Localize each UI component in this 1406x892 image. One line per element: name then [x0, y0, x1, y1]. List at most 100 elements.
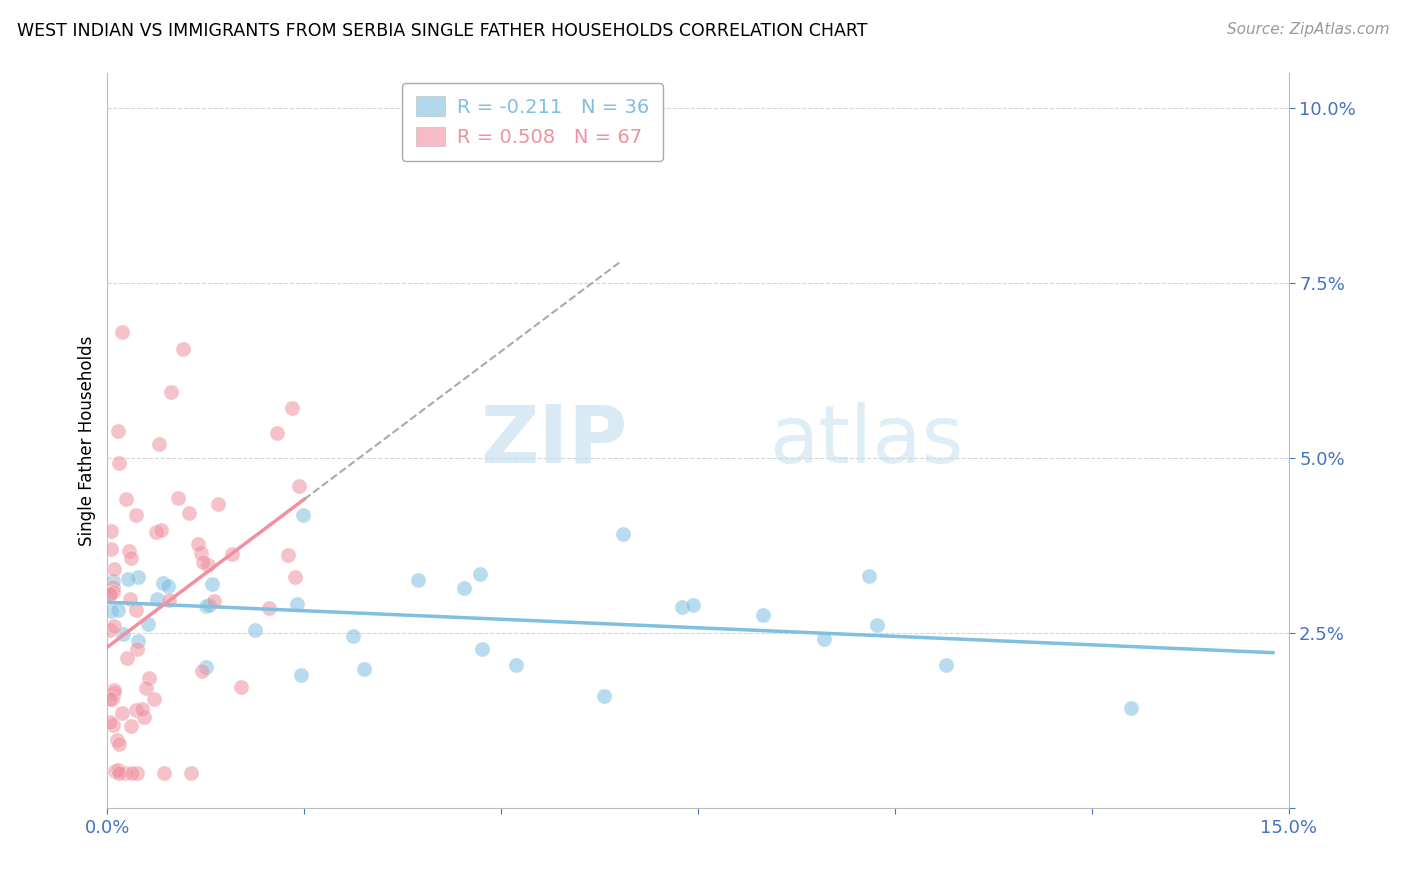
- Point: [125, 766, 148, 780]
- Point: [471, 642, 494, 657]
- Point: [103, 574, 125, 588]
- Point: [752, 607, 775, 622]
- Text: ZIP: ZIP: [479, 401, 627, 480]
- Legend: R = -0.211   N = 36, R = 0.508   N = 67: R = -0.211 N = 36, R = 0.508 N = 67: [402, 83, 662, 161]
- Point: [103, 585, 125, 599]
- Point: [117, 572, 139, 586]
- Point: [108, 456, 131, 470]
- Point: [229, 680, 252, 694]
- Point: [120, 592, 142, 607]
- Point: [207, 497, 229, 511]
- Point: [152, 766, 174, 780]
- Point: [135, 681, 157, 695]
- Point: [187, 537, 209, 551]
- Point: [682, 598, 704, 612]
- Point: [100, 604, 122, 618]
- Point: [120, 551, 142, 566]
- Point: [149, 523, 172, 537]
- Point: [103, 685, 125, 699]
- Point: [100, 542, 122, 557]
- Text: WEST INDIAN VS IMMIGRANTS FROM SERBIA SINGLE FATHER HOUSEHOLDS CORRELATION CHART: WEST INDIAN VS IMMIGRANTS FROM SERBIA SI…: [17, 22, 868, 40]
- Point: [124, 603, 146, 617]
- Point: [179, 506, 201, 520]
- Point: [593, 689, 616, 703]
- Point: [127, 633, 149, 648]
- Point: [190, 546, 212, 560]
- Point: [98, 623, 121, 637]
- Point: [453, 581, 475, 595]
- Point: [197, 598, 219, 612]
- Point: [266, 426, 288, 441]
- Point: [125, 703, 148, 717]
- Point: [191, 555, 214, 569]
- Point: [257, 600, 280, 615]
- Point: [277, 549, 299, 563]
- Point: [131, 701, 153, 715]
- Point: [121, 766, 143, 780]
- Point: [195, 599, 218, 614]
- Y-axis label: Single Father Households: Single Father Households: [79, 335, 96, 546]
- Point: [98, 692, 121, 706]
- Point: [290, 668, 312, 682]
- Point: [191, 664, 214, 678]
- Point: [342, 629, 364, 643]
- Point: [166, 491, 188, 505]
- Point: [202, 593, 225, 607]
- Point: [152, 575, 174, 590]
- Point: [159, 384, 181, 399]
- Point: [201, 577, 224, 591]
- Point: [107, 602, 129, 616]
- Point: [118, 543, 141, 558]
- Point: [107, 425, 129, 439]
- Point: [281, 401, 304, 415]
- Point: [98, 587, 121, 601]
- Point: [197, 558, 219, 572]
- Point: [100, 524, 122, 538]
- Point: [120, 719, 142, 733]
- Point: [145, 525, 167, 540]
- Point: [353, 662, 375, 676]
- Point: [157, 593, 180, 607]
- Point: [104, 764, 127, 779]
- Point: [505, 658, 527, 673]
- Text: atlas: atlas: [769, 401, 963, 480]
- Point: [103, 683, 125, 698]
- Point: [671, 600, 693, 615]
- Point: [194, 660, 217, 674]
- Point: [107, 764, 129, 778]
- Point: [935, 658, 957, 673]
- Point: [127, 570, 149, 584]
- Point: [136, 617, 159, 632]
- Point: [101, 580, 124, 594]
- Point: [858, 569, 880, 583]
- Point: [115, 650, 138, 665]
- Point: [98, 714, 121, 729]
- Point: [221, 547, 243, 561]
- Point: [111, 325, 134, 339]
- Point: [101, 718, 124, 732]
- Point: [172, 343, 194, 357]
- Point: [1119, 701, 1142, 715]
- Point: [103, 618, 125, 632]
- Point: [111, 706, 134, 720]
- Point: [148, 437, 170, 451]
- Point: [108, 737, 131, 751]
- Point: [612, 526, 634, 541]
- Point: [813, 632, 835, 646]
- Point: [285, 597, 308, 611]
- Point: [284, 570, 307, 584]
- Point: [127, 642, 149, 657]
- Point: [157, 579, 180, 593]
- Point: [142, 691, 165, 706]
- Point: [111, 626, 134, 640]
- Point: [98, 586, 121, 600]
- Point: [138, 671, 160, 685]
- Point: [291, 508, 314, 523]
- Point: [114, 491, 136, 506]
- Point: [470, 567, 492, 582]
- Point: [101, 691, 124, 706]
- Point: [125, 508, 148, 522]
- Point: [108, 766, 131, 780]
- Point: [114, 766, 136, 780]
- Point: [180, 766, 202, 780]
